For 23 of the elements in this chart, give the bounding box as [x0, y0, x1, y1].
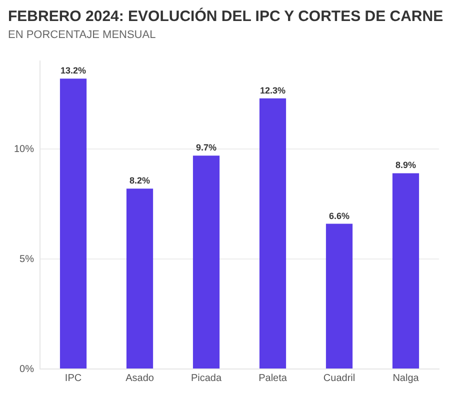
data-label: 13.2% [60, 66, 86, 76]
data-label: 8.2% [130, 176, 150, 186]
bar [392, 173, 420, 368]
chart-title: FEBRERO 2024: EVOLUCIÓN DEL IPC Y CORTES DE CARNE [8, 8, 444, 25]
bar [326, 224, 353, 368]
bar [60, 78, 87, 368]
bar [126, 188, 154, 368]
chart-subtitle: EN PORCENTAJE MENSUAL [8, 29, 157, 41]
data-label: 6.6% [328, 210, 350, 221]
bar [192, 156, 220, 368]
y-tick-label: 0% [20, 364, 34, 375]
data-label: 9.7% [196, 142, 217, 153]
x-tick-label: Nalga [392, 372, 420, 384]
data-label: 8.9% [395, 160, 416, 170]
y-tick-label: 10% [14, 144, 34, 155]
x-tick-label: Asado [126, 372, 154, 384]
x-tick-label: Cuadril [323, 372, 356, 384]
x-tick-label: Paleta [258, 372, 288, 384]
bar [259, 98, 286, 368]
x-tick-label: Picada [190, 372, 222, 384]
data-label: 12.3% [260, 85, 286, 96]
x-tick-label: IPC [64, 372, 82, 384]
y-tick-label: 5% [20, 254, 34, 265]
